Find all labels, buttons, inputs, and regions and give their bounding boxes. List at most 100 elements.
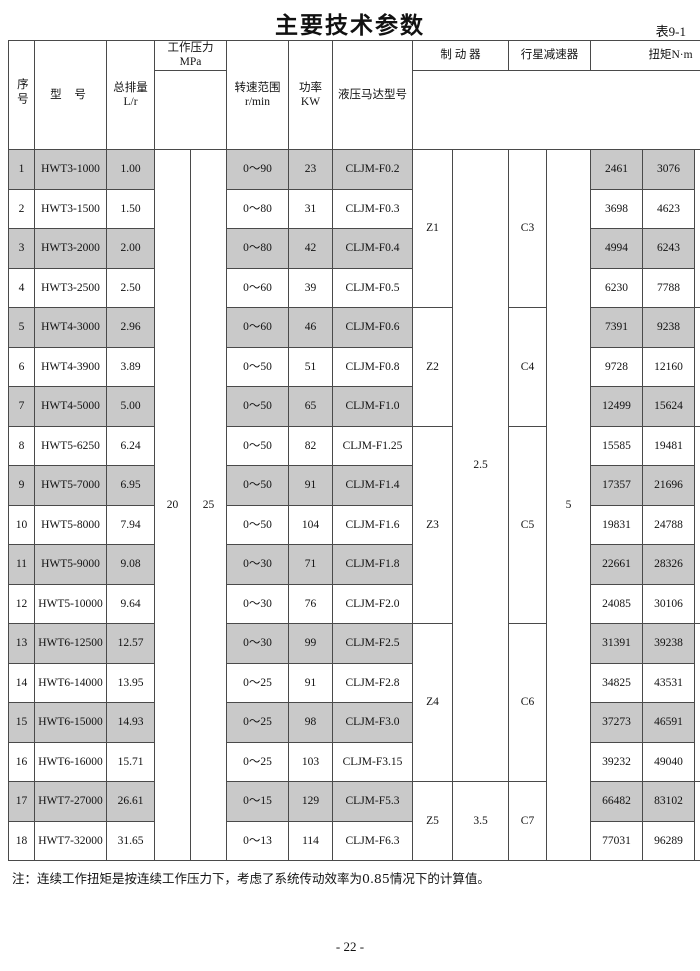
cell-speed-range: 0～30 <box>226 544 289 585</box>
cell-torque-maximum: 7788 <box>642 267 695 308</box>
cell-power: 82 <box>288 425 333 466</box>
cell-power: 39 <box>288 267 333 308</box>
cell-power: 51 <box>288 346 333 387</box>
cell-model: HWT5-10000 <box>34 583 107 624</box>
cell-speed-range: 0～15 <box>226 781 289 822</box>
table-row: 3 HWT3-2000 2.00 0～80 42 CLJM-F0.4 4994 6243 <box>8 228 700 269</box>
cell-torque-continuous: 34825 <box>590 662 643 703</box>
cell-torque-maximum: 12160 <box>642 346 695 387</box>
cell-index: 15 <box>8 702 35 743</box>
cell-speed-range: 0～50 <box>226 346 289 387</box>
cell-model: HWT4-5000 <box>34 386 107 427</box>
table-row: 6 HWT4-3900 3.89 0～50 51 CLJM-F0.8 9728 12160 <box>8 346 700 387</box>
table-row: 18 HWT7-32000 31.65 0～13 114 CLJM-F6.3 77031 96… <box>8 820 700 861</box>
cell-displacement: 7.94 <box>106 504 155 545</box>
cell-model: HWT3-2500 <box>34 267 107 308</box>
cell-reducer-model: C3 <box>508 149 547 308</box>
table-row: 1 HWT3-1000 1.00 20 25 0～90 23 CLJM-F0.2 Z1 2.5 C3… <box>8 149 700 861</box>
cell-displacement: 13.95 <box>106 662 155 703</box>
cell-torque-continuous: 22661 <box>590 544 643 585</box>
cell-brake-model: Z3 <box>412 425 453 624</box>
cell-displacement: 2.00 <box>106 228 155 269</box>
cell-speed-range: 0～80 <box>226 228 289 269</box>
table-row: 13 HWT6-12500 12.57 0～30 99 CLJM-F2.5 Z4 C6 3139… <box>8 623 700 782</box>
table-header: 序号 型 号 总排量 L/r 工作压力 MPa 转速范围 r/min <box>8 40 700 150</box>
cell-displacement: 6.95 <box>106 465 155 506</box>
cell-torque-maximum: 4623 <box>642 188 695 229</box>
cell-index: 11 <box>8 544 35 585</box>
cell-power: 42 <box>288 228 333 269</box>
cell-torque-static: 18000 <box>694 307 700 427</box>
cell-speed-range: 0～50 <box>226 465 289 506</box>
cell-motor-model: CLJM-F3.15 <box>332 741 413 782</box>
cell-torque-maximum: 43531 <box>642 662 695 703</box>
cell-brake-model: Z1 <box>412 149 453 308</box>
cell-speed-range: 0～13 <box>226 820 289 861</box>
cell-power: 129 <box>288 781 333 822</box>
cell-power: 31 <box>288 188 333 229</box>
cell-displacement: 12.57 <box>106 623 155 664</box>
cell-power: 71 <box>288 544 333 585</box>
cell-torque-maximum: 3076 <box>642 149 695 190</box>
cell-torque-continuous: 19831 <box>590 504 643 545</box>
cell-model: HWT5-7000 <box>34 465 107 506</box>
cell-index: 7 <box>8 386 35 427</box>
cell-speed-range: 0～25 <box>226 702 289 743</box>
page-folio: - 22 - <box>335 939 365 954</box>
cell-motor-model: CLJM-F1.6 <box>332 504 413 545</box>
cell-speed-range: 0～60 <box>226 307 289 348</box>
cell-displacement: 26.61 <box>106 781 155 822</box>
header-speed-range: 转速范围 r/min <box>226 40 289 150</box>
cell-motor-model: CLJM-F0.3 <box>332 188 413 229</box>
cell-displacement: 15.71 <box>106 741 155 782</box>
cell-index: 2 <box>8 188 35 229</box>
cell-torque-maximum: 49040 <box>642 741 695 782</box>
cell-reducer-model: C4 <box>508 307 547 427</box>
cell-power: 76 <box>288 583 333 624</box>
cell-reducer-model: C5 <box>508 425 547 624</box>
cell-displacement: 3.89 <box>106 346 155 387</box>
cell-displacement: 6.24 <box>106 425 155 466</box>
cell-index: 16 <box>8 741 35 782</box>
cell-speed-range: 0～50 <box>226 386 289 427</box>
cell-torque-maximum: 24788 <box>642 504 695 545</box>
cell-torque-continuous: 17357 <box>590 465 643 506</box>
cell-torque-maximum: 39238 <box>642 623 695 664</box>
cell-speed-range: 0～60 <box>226 267 289 308</box>
table-row: 17 HWT7-27000 26.61 0～15 129 CLJM-F5.3 Z5 3.5 C7… <box>8 781 700 861</box>
header-torque-group: 扭矩N·m <box>590 40 700 71</box>
page-title: 主要技术参数 <box>275 12 425 39</box>
cell-model: HWT6-15000 <box>34 702 107 743</box>
title-row: 主要技术参数 表9-1 <box>8 0 692 40</box>
cell-torque-continuous: 2461 <box>590 149 643 190</box>
table-row: 12 HWT5-10000 9.64 0～30 76 CLJM-F2.0 24085 3010… <box>8 583 700 624</box>
cell-speed-range: 0～25 <box>226 741 289 782</box>
cell-displacement: 1.00 <box>106 149 155 190</box>
cell-reducer-model: C6 <box>508 623 547 782</box>
header-power: 功率 KW <box>288 40 333 150</box>
table-row: 9 HWT5-7000 6.95 0～50 91 CLJM-F1.4 17357 21696 <box>8 465 700 506</box>
cell-index: 5 <box>8 307 35 348</box>
cell-model: HWT5-6250 <box>34 425 107 466</box>
cell-model: HWT6-16000 <box>34 741 107 782</box>
cell-speed-range: 0～30 <box>226 623 289 664</box>
header-brake-group: 制 动 器 <box>412 40 509 71</box>
cell-torque-continuous: 9728 <box>590 346 643 387</box>
table-row: 7 HWT4-5000 5.00 0～50 65 CLJM-F1.0 12499 15624 <box>8 386 700 427</box>
table-row: 14 HWT6-14000 13.95 0～25 91 CLJM-F2.8 34825 435… <box>8 662 700 703</box>
table-number: 表9-1 <box>655 24 686 39</box>
header-reducer-group: 行星减速器 <box>508 40 591 71</box>
header-model: 型 号 <box>34 40 107 150</box>
cell-displacement: 14.93 <box>106 702 155 743</box>
cell-power: 114 <box>288 820 333 861</box>
cell-torque-maximum: 15624 <box>642 386 695 427</box>
cell-index: 9 <box>8 465 35 506</box>
specification-table: 序号 型 号 总排量 L/r 工作压力 MPa 转速范围 r/min <box>8 40 700 861</box>
cell-power: 104 <box>288 504 333 545</box>
cell-torque-continuous: 15585 <box>590 425 643 466</box>
cell-index: 1 <box>8 149 35 190</box>
cell-motor-model: CLJM-F0.6 <box>332 307 413 348</box>
table-body: 1 HWT3-1000 1.00 20 25 0～90 23 CLJM-F0.2 Z1 2.5 C3… <box>8 149 700 861</box>
cell-displacement: 2.50 <box>106 267 155 308</box>
cell-torque-continuous: 4994 <box>590 228 643 269</box>
